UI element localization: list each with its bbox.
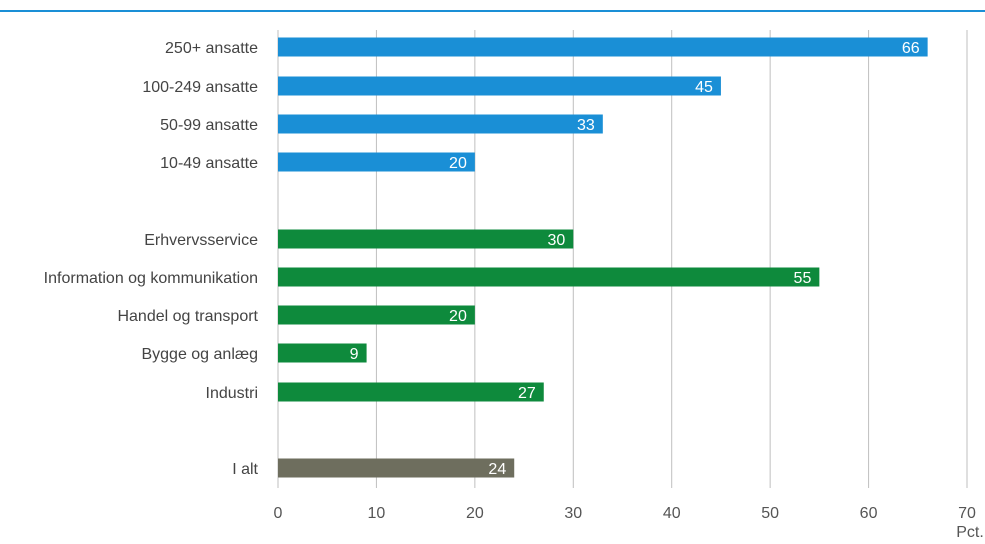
category-label-0: 250+ ansatte	[165, 40, 258, 57]
x-tick-label-30: 30	[564, 505, 582, 522]
x-tick-label-50: 50	[761, 505, 779, 522]
bar-7	[278, 343, 367, 363]
gridlines	[277, 30, 968, 488]
data-label-2: 33	[577, 117, 595, 134]
bar-0	[278, 37, 928, 57]
category-label-7: Bygge og anlæg	[141, 346, 258, 363]
x-tick-label-20: 20	[466, 505, 484, 522]
x-axis-unit: Pct.	[956, 524, 984, 541]
x-tick-label-60: 60	[860, 505, 878, 522]
data-label-5: 55	[794, 270, 812, 287]
category-label-8: Industri	[206, 385, 258, 402]
category-label-6: Handel og transport	[117, 308, 258, 325]
x-axis-ticks: 0 10 20 30 40 50 60 70	[274, 505, 976, 522]
bar-9	[278, 458, 515, 478]
data-label-8: 27	[518, 385, 536, 402]
x-tick-label-0: 0	[274, 505, 283, 522]
x-tick-label-10: 10	[368, 505, 386, 522]
category-label-1: 100-249 ansatte	[142, 79, 258, 96]
data-label-9: 24	[488, 461, 506, 478]
category-label-9: I alt	[232, 461, 258, 478]
category-label-3: 10-49 ansatte	[160, 155, 258, 172]
data-label-0: 66	[902, 40, 920, 57]
data-label-3: 20	[449, 155, 467, 172]
category-label-2: 50-99 ansatte	[160, 117, 258, 134]
bars: 66 45 33 20 30 55 20 9 27 24	[278, 37, 928, 478]
x-tick-label-70: 70	[958, 505, 976, 522]
data-label-6: 20	[449, 308, 467, 325]
data-label-1: 45	[695, 79, 713, 96]
category-label-5: Information og kommunikation	[44, 270, 258, 287]
x-tick-label-40: 40	[663, 505, 681, 522]
bar-4	[278, 229, 574, 249]
bar-1	[278, 76, 721, 96]
bar-8	[278, 382, 544, 402]
bar-6	[278, 305, 475, 325]
category-label-4: Erhvervsservice	[144, 232, 258, 249]
data-label-7: 9	[350, 346, 359, 363]
bar-3	[278, 152, 475, 172]
bar-2	[278, 114, 603, 134]
bar-5	[278, 267, 820, 287]
data-label-4: 30	[547, 232, 565, 249]
category-labels: 250+ ansatte 100-249 ansatte 50-99 ansatte…	[44, 40, 259, 478]
